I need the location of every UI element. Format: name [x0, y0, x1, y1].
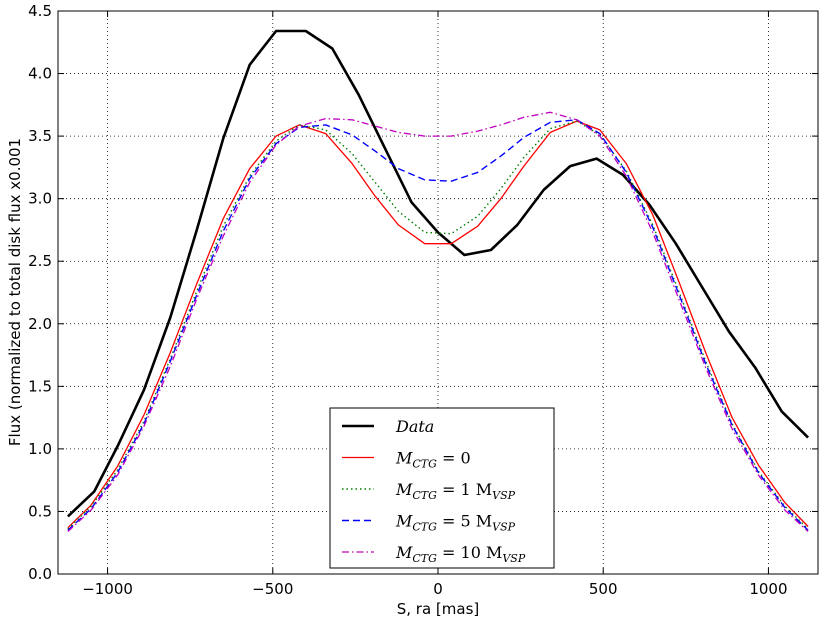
x-tick-label: −500 [252, 580, 293, 598]
legend-label-0: Data [395, 417, 434, 436]
x-tick-label: 1000 [749, 580, 787, 598]
y-tick-label: 2.0 [28, 315, 52, 333]
legend-label-1: MCTG = 0 [395, 449, 471, 471]
x-tick-label: 500 [589, 580, 618, 598]
series-line-1 [67, 120, 809, 529]
legend-label-3: MCTG = 5 MVSP [395, 512, 516, 534]
axis-ticks: −1000 −500 0 500 1000 0.0 0.5 1.0 1.5 2.0 2.5 3.0 3.… [28, 2, 818, 598]
y-tick-label: 2.5 [28, 252, 52, 270]
legend-box [329, 407, 555, 569]
y-tick-label: 3.0 [28, 190, 52, 208]
y-tick-label: 1.5 [28, 377, 52, 395]
y-tick-label: 3.5 [28, 127, 52, 145]
x-axis-label: S, ra [mas] [397, 600, 480, 618]
series-line-2 [67, 120, 809, 530]
y-tick-label: 1.0 [28, 440, 52, 458]
y-tick-label: 4.5 [28, 2, 52, 20]
series-group [67, 29, 810, 532]
x-tick-label: −1000 [82, 580, 133, 598]
y-tick-label: 0.5 [28, 502, 52, 520]
y-axis-label: Flux (normalized to total disk flux x0.0… [6, 138, 24, 446]
y-tick-label: 0.0 [28, 565, 52, 583]
legend-label-4: MCTG = 10 MVSP [395, 543, 526, 565]
legend-label-2: MCTG = 1 MVSP [395, 480, 516, 502]
legend: Data MCTG = 0 MCTG = 1 MVSP MCTG = 5 MVSP MC… [329, 407, 555, 569]
series-line-3 [67, 119, 809, 531]
x-tick-label: 0 [433, 580, 443, 598]
series-line-4 [67, 111, 809, 532]
series-line-0 [67, 29, 810, 518]
y-tick-label: 4.0 [28, 65, 52, 83]
